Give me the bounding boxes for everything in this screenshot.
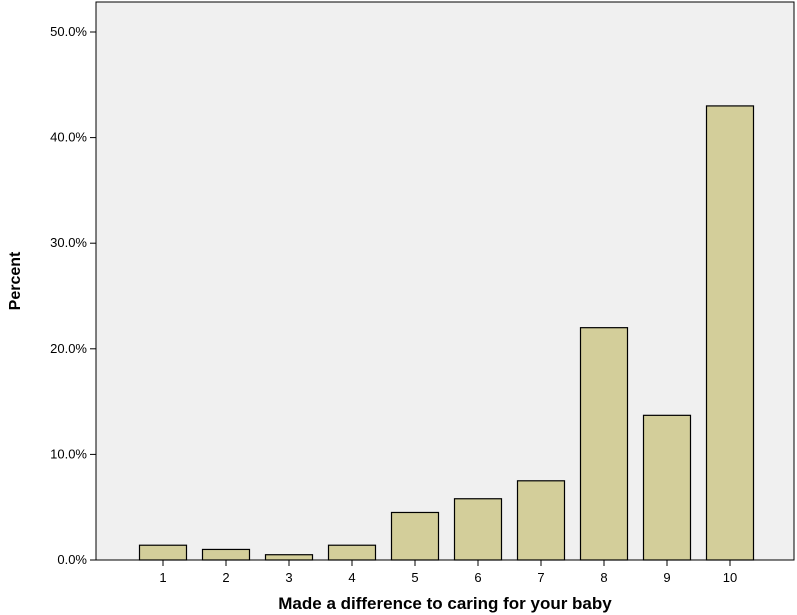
bar [642,414,692,561]
bar [453,498,503,561]
bar [138,544,188,561]
bar [516,480,566,561]
y-tick-label: 30.0% [50,235,87,250]
bars [138,105,755,561]
y-axis: 0.0% 10.0% 20.0% 30.0% 40.0% 50.0% [50,24,96,567]
x-tick-label: 1 [159,570,166,585]
x-tick-label: 7 [537,570,544,585]
bar [579,327,629,561]
x-tick-label: 4 [348,570,355,585]
x-tick-label: 9 [663,570,670,585]
bar [264,554,314,561]
y-axis-title: Percent [7,251,24,310]
y-tick-label: 50.0% [50,24,87,39]
bar [390,511,440,561]
x-tick-label: 2 [222,570,229,585]
x-tick-label: 3 [285,570,292,585]
bar [705,105,755,561]
x-axis: 1 2 3 4 5 6 7 8 9 10 [159,560,737,585]
x-tick-label: 10 [723,570,737,585]
bar [201,548,251,561]
x-tick-label: 5 [411,570,418,585]
y-tick-label: 0.0% [57,552,87,567]
y-tick-label: 20.0% [50,341,87,356]
y-tick-label: 10.0% [50,446,87,461]
x-tick-label: 8 [600,570,607,585]
bar [327,544,377,561]
y-tick-label: 40.0% [50,130,87,145]
x-tick-label: 6 [474,570,481,585]
x-axis-title: Made a difference to caring for your bab… [278,594,612,613]
